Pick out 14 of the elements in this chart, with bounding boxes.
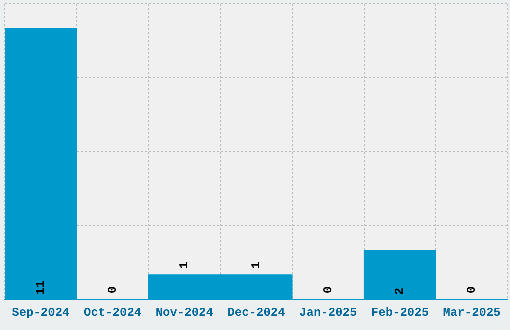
data-label: 1 xyxy=(178,262,192,269)
data-label: 0 xyxy=(321,286,336,294)
x-tick-label: Sep-2024 xyxy=(12,306,70,320)
x-tick-label: Oct-2024 xyxy=(84,306,142,320)
x-tick-label: Mar-2025 xyxy=(443,306,501,320)
data-label: 1 xyxy=(250,262,264,269)
x-tick-label: Feb-2025 xyxy=(371,306,430,320)
x-tick-label: Nov-2024 xyxy=(156,306,214,320)
data-label: 11 xyxy=(34,280,48,296)
x-tick-label: Jan-2025 xyxy=(300,306,358,320)
data-label: 0 xyxy=(465,286,480,294)
x-tick-label: Dec-2024 xyxy=(228,306,286,320)
data-label: 2 xyxy=(393,288,408,296)
data-label: 0 xyxy=(106,286,120,294)
